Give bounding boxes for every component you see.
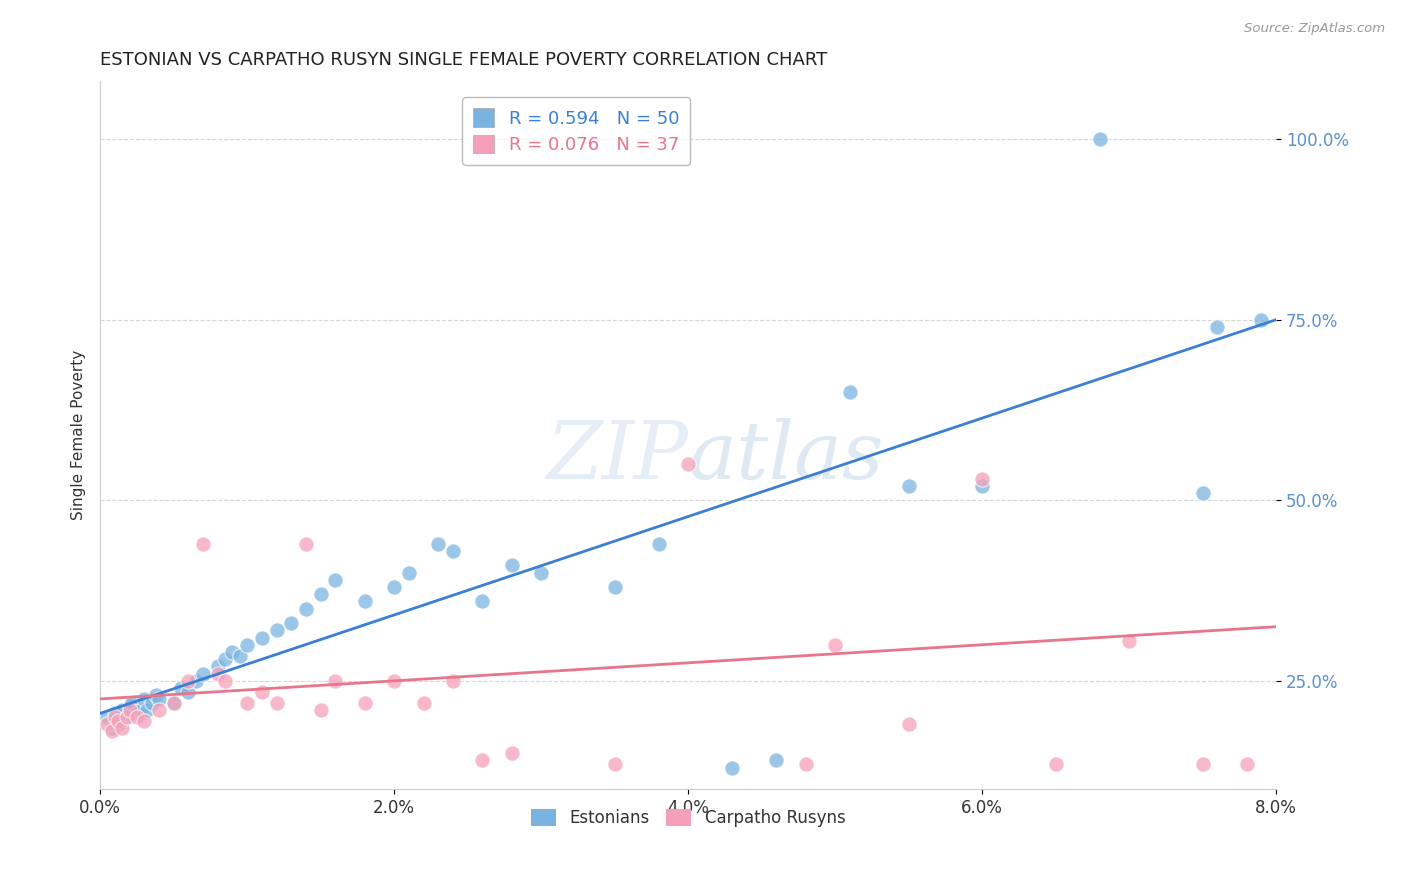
- Point: [897, 479, 920, 493]
- Point: [501, 558, 523, 573]
- Point: [148, 692, 170, 706]
- Point: [603, 756, 626, 771]
- Point: [323, 673, 346, 688]
- Point: [266, 696, 288, 710]
- Point: [603, 580, 626, 594]
- Point: [121, 696, 143, 710]
- Point: [118, 699, 141, 714]
- Point: [107, 714, 129, 728]
- Point: [236, 696, 259, 710]
- Point: [323, 573, 346, 587]
- Point: [134, 692, 156, 706]
- Point: [107, 717, 129, 731]
- Point: [721, 760, 744, 774]
- Point: [794, 756, 817, 771]
- Point: [353, 594, 375, 608]
- Point: [838, 384, 860, 399]
- Legend: Estonians, Carpatho Rusyns: Estonians, Carpatho Rusyns: [524, 803, 852, 834]
- Point: [125, 706, 148, 721]
- Point: [266, 624, 288, 638]
- Point: [236, 638, 259, 652]
- Point: [125, 710, 148, 724]
- Point: [295, 601, 318, 615]
- Point: [382, 673, 405, 688]
- Point: [134, 714, 156, 728]
- Point: [427, 536, 450, 550]
- Point: [471, 594, 494, 608]
- Point: [207, 659, 229, 673]
- Point: [136, 703, 159, 717]
- Point: [1206, 320, 1229, 334]
- Point: [676, 457, 699, 471]
- Point: [104, 706, 127, 721]
- Point: [1236, 756, 1258, 771]
- Point: [295, 536, 318, 550]
- Point: [309, 587, 332, 601]
- Point: [115, 710, 138, 724]
- Point: [1191, 756, 1213, 771]
- Text: Source: ZipAtlas.com: Source: ZipAtlas.com: [1244, 22, 1385, 36]
- Y-axis label: Single Female Poverty: Single Female Poverty: [72, 351, 86, 520]
- Point: [382, 580, 405, 594]
- Point: [177, 684, 200, 698]
- Point: [897, 717, 920, 731]
- Point: [765, 753, 787, 767]
- Point: [824, 638, 846, 652]
- Point: [972, 479, 994, 493]
- Point: [184, 673, 207, 688]
- Point: [250, 631, 273, 645]
- Point: [104, 710, 127, 724]
- Text: ZIP: ZIP: [547, 417, 688, 495]
- Point: [177, 673, 200, 688]
- Point: [471, 753, 494, 767]
- Point: [111, 703, 134, 717]
- Point: [170, 681, 193, 695]
- Point: [101, 724, 124, 739]
- Point: [398, 566, 420, 580]
- Text: ESTONIAN VS CARPATHO RUSYN SINGLE FEMALE POVERTY CORRELATION CHART: ESTONIAN VS CARPATHO RUSYN SINGLE FEMALE…: [100, 51, 827, 69]
- Point: [148, 703, 170, 717]
- Point: [118, 703, 141, 717]
- Point: [441, 673, 464, 688]
- Point: [101, 721, 124, 735]
- Point: [441, 544, 464, 558]
- Point: [501, 746, 523, 760]
- Point: [96, 717, 118, 731]
- Point: [214, 673, 236, 688]
- Point: [207, 666, 229, 681]
- Point: [648, 536, 671, 550]
- Point: [972, 472, 994, 486]
- Point: [1191, 486, 1213, 500]
- Point: [111, 721, 134, 735]
- Point: [115, 710, 138, 724]
- Text: atlas: atlas: [688, 417, 883, 495]
- Point: [1250, 312, 1272, 326]
- Point: [1118, 634, 1140, 648]
- Point: [162, 696, 184, 710]
- Point: [1045, 756, 1067, 771]
- Point: [96, 710, 118, 724]
- Point: [221, 645, 243, 659]
- Point: [1088, 132, 1111, 146]
- Point: [309, 703, 332, 717]
- Point: [250, 684, 273, 698]
- Point: [353, 696, 375, 710]
- Point: [162, 696, 184, 710]
- Point: [214, 652, 236, 666]
- Point: [412, 696, 434, 710]
- Point: [145, 689, 167, 703]
- Point: [191, 666, 214, 681]
- Point: [141, 696, 163, 710]
- Point: [280, 616, 302, 631]
- Point: [530, 566, 553, 580]
- Point: [191, 536, 214, 550]
- Point: [129, 703, 152, 717]
- Point: [229, 648, 252, 663]
